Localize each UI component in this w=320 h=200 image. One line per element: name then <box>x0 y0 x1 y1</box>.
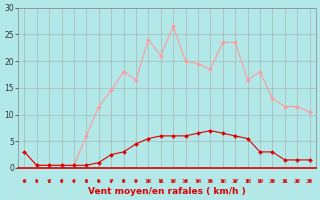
X-axis label: Vent moyen/en rafales ( km/h ): Vent moyen/en rafales ( km/h ) <box>88 187 246 196</box>
